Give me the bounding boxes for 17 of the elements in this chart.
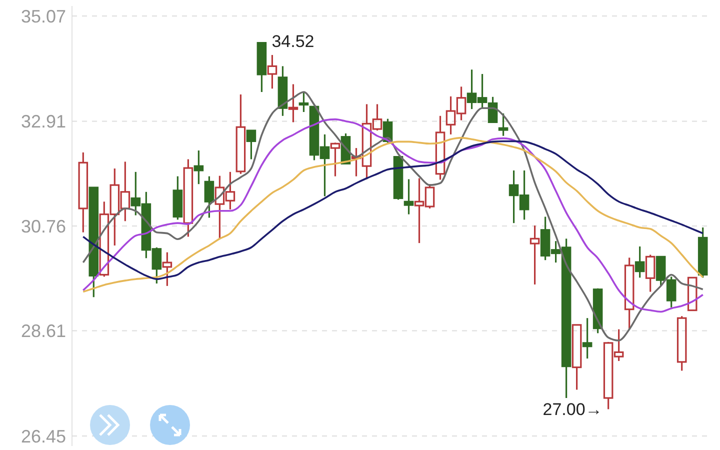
annotation: 27.00→ <box>542 400 602 420</box>
y-tick-label: 32.91 <box>20 112 66 132</box>
line-series <box>82 91 704 342</box>
y-tick-label: 30.76 <box>20 216 66 236</box>
candlestick <box>582 317 592 360</box>
y-tick-label: 35.07 <box>20 6 66 26</box>
annotation: 34.52 <box>272 32 314 51</box>
candlestick <box>162 252 172 287</box>
candlestick <box>267 54 278 90</box>
candlestick <box>288 83 298 124</box>
candlestick <box>404 178 414 216</box>
candlestick <box>78 152 88 234</box>
candlestick <box>194 150 204 185</box>
line-series <box>82 118 704 313</box>
y-tick-label: 26.45 <box>20 426 66 446</box>
y-tick-label: 28.61 <box>20 321 66 342</box>
candlestick <box>530 224 540 286</box>
